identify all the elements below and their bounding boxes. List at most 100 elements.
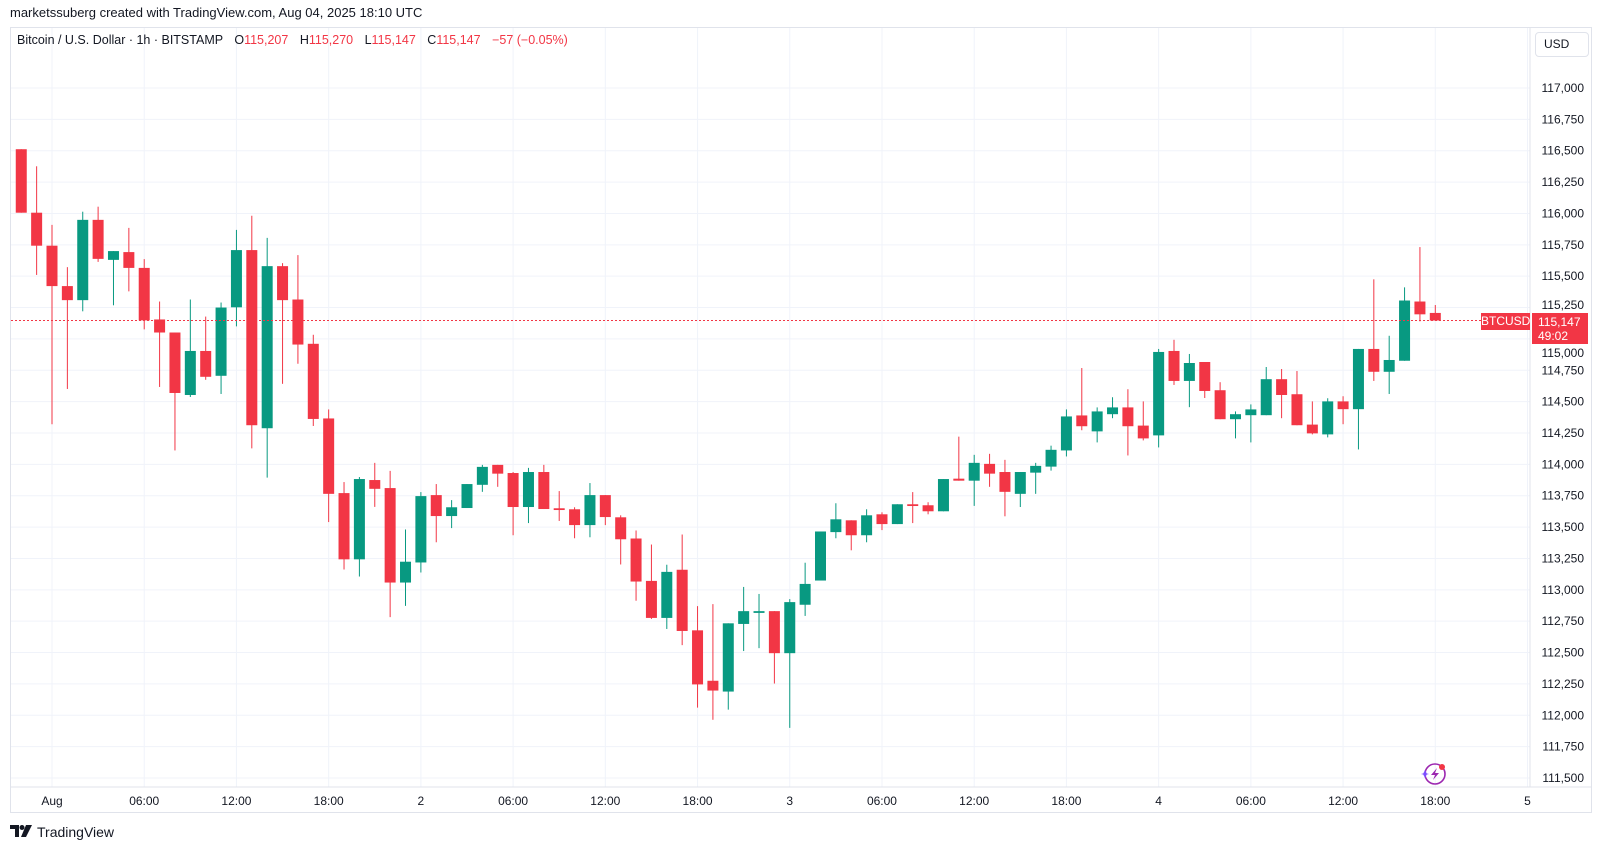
candle-body (200, 350, 212, 377)
candle-body (46, 245, 58, 287)
candle-body (261, 266, 273, 429)
candle-up (1060, 409, 1072, 457)
close-value: 115,147 (436, 33, 481, 47)
candle-body (738, 611, 750, 624)
candle-up (353, 477, 365, 577)
candle-down (907, 492, 919, 524)
candle-body (1383, 359, 1395, 372)
low-label: L (364, 33, 372, 47)
candle-down (61, 267, 73, 389)
candle-down (1306, 401, 1318, 435)
candle-up (522, 467, 534, 524)
candle-body (430, 495, 442, 517)
candle-body (1137, 425, 1149, 439)
price-tick-label: 112,250 (1542, 677, 1585, 691)
candle-down (1276, 369, 1288, 419)
time-tick-label: 3 (786, 794, 793, 808)
candle-down (845, 520, 857, 551)
candle-body (1199, 361, 1211, 391)
time-axis[interactable]: Aug 06:00 12:00 18:00 2 06:00 12:00 18:00 3 06:00… (41, 794, 1531, 808)
candle-body (292, 299, 304, 345)
candle-up (1030, 462, 1042, 494)
time-tick-label: 06:00 (498, 794, 528, 808)
time-tick-label: 12:00 (959, 794, 989, 808)
candle-down (553, 491, 565, 521)
candle-body (15, 149, 27, 213)
candle-down (15, 149, 27, 213)
price-tick-label: 112,500 (1542, 646, 1585, 660)
candle-body (446, 507, 458, 517)
candle-body (1245, 409, 1257, 416)
price-axis[interactable]: 117,000 116,750 116,500 116,250 116,000 115,7… (1542, 81, 1585, 785)
candle-body (1337, 401, 1349, 410)
candle-body (615, 517, 627, 540)
candle-up (1352, 348, 1364, 450)
last-price-value: 115,147 (1538, 315, 1581, 329)
tradingview-logo-icon (10, 824, 32, 840)
symbol-title: Bitcoin / U.S. Dollar · 1h · BITSTAMP (17, 33, 223, 47)
time-tick-label: 18:00 (1420, 794, 1450, 808)
last-price-tag: 115,147 49:02 (1532, 313, 1588, 344)
candle-body (876, 514, 888, 525)
tradingview-logo[interactable]: TradingView (10, 824, 114, 840)
candle-down (338, 482, 350, 570)
candle-down (123, 227, 135, 292)
candle-up (753, 593, 765, 649)
symbol-legend: Bitcoin / U.S. Dollar · 1h · BITSTAMP O 1… (17, 33, 568, 47)
candle-down (1137, 401, 1149, 441)
time-tick-label: 5 (1524, 794, 1531, 808)
candle-down (384, 470, 396, 618)
candle-body (415, 496, 427, 563)
time-tick-label: 12:00 (590, 794, 620, 808)
candle-body (661, 571, 673, 618)
candle-body (830, 519, 842, 533)
candle-up (77, 211, 89, 312)
candle-body (507, 473, 519, 508)
candle-down (46, 224, 58, 425)
candle-body (630, 538, 642, 582)
candle-body (384, 488, 396, 583)
candle-body (937, 479, 949, 512)
candle-down (1368, 279, 1380, 381)
candle-down (1168, 339, 1180, 385)
open-label: O (234, 33, 245, 47)
candle-body (569, 509, 581, 526)
candle-up (230, 229, 242, 327)
candle-body (1091, 411, 1103, 432)
currency-button[interactable]: USD (1535, 32, 1589, 57)
candle-down (92, 206, 104, 262)
candle-body (492, 464, 504, 474)
candle-up (215, 302, 227, 394)
candle-down (645, 544, 657, 619)
bar-countdown: 49:02 (1538, 329, 1569, 343)
candle-up (815, 531, 826, 581)
candle-body (31, 212, 43, 246)
time-tick-label: 12:00 (221, 794, 251, 808)
candles (15, 149, 1441, 728)
candle-body (692, 630, 704, 685)
price-tick-label: 117,000 (1542, 81, 1585, 95)
candle-body (246, 250, 258, 426)
candle-body (1060, 416, 1072, 451)
candle-down (1214, 382, 1226, 420)
candle-down (154, 301, 166, 387)
candle-up (415, 492, 427, 573)
candle-body (123, 252, 135, 268)
candle-body (1014, 472, 1026, 494)
candle-up (1383, 335, 1395, 394)
lightning-sparkle-icon[interactable] (1421, 763, 1446, 785)
candle-down (1076, 368, 1088, 431)
time-tick-label: Aug (41, 794, 62, 808)
chart-credit: marketssuberg created with TradingView.c… (10, 5, 423, 20)
candle-body (323, 418, 335, 494)
candle-down (169, 332, 181, 451)
price-tick-label: 112,750 (1542, 614, 1585, 628)
candle-up (861, 509, 873, 543)
candle-down (569, 507, 581, 539)
price-tick-label: 113,250 (1542, 551, 1585, 565)
price-tick-label: 115,750 (1542, 238, 1585, 252)
candle-up (1322, 398, 1334, 438)
candle-down (676, 534, 688, 646)
price-tick-label: 114,250 (1542, 426, 1585, 440)
